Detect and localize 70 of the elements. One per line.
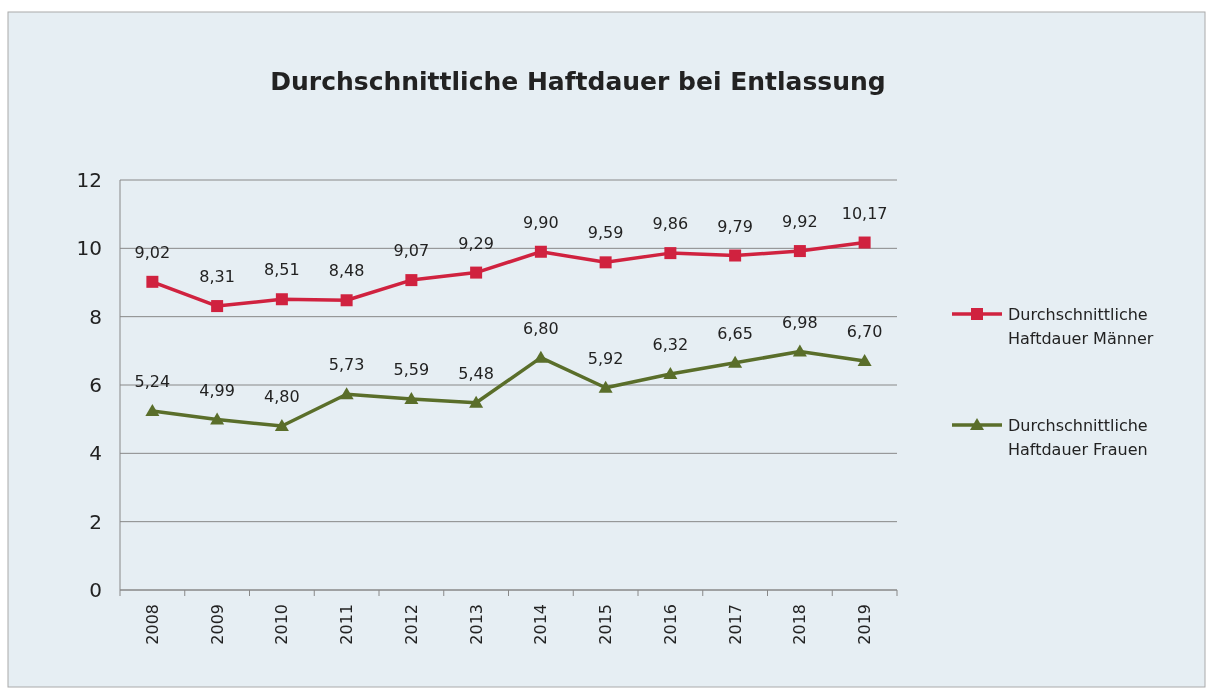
point: [405, 274, 418, 287]
x-tick-label: 2013: [466, 604, 486, 645]
point: [793, 245, 806, 258]
data-label: 5,59: [393, 360, 430, 380]
point: [274, 419, 289, 431]
point: [858, 236, 871, 249]
data-label: 6,65: [717, 323, 753, 343]
x-tick-label: 2019: [855, 604, 875, 645]
data-label: 8,48: [328, 261, 365, 281]
data-label: 8,31: [199, 267, 235, 287]
point: [469, 395, 484, 408]
point: [792, 344, 807, 357]
data-label: 5,73: [328, 355, 365, 375]
data-label: 9,07: [393, 241, 430, 261]
point: [275, 293, 288, 306]
x-tick-label: 2018: [790, 604, 810, 645]
data-label: 6,80: [523, 318, 559, 338]
point: [146, 275, 159, 288]
point: [728, 355, 743, 368]
data-label: 4,99: [199, 380, 235, 400]
legend-label: Durchschnittliche Haftdauer Männer: [1008, 304, 1154, 348]
data-label: 5,24: [134, 371, 171, 391]
point: [210, 412, 225, 425]
x-tick-label: 2016: [660, 604, 680, 645]
legend-label: Durchschnittliche Haftdauer Frauen: [1008, 415, 1148, 459]
x-tick-label: 2012: [401, 604, 421, 645]
point: [533, 350, 548, 363]
point: [404, 392, 419, 405]
point: [339, 387, 354, 400]
data-label: 6,70: [846, 322, 883, 342]
point: [470, 266, 483, 279]
y-tick-label: 4: [89, 441, 102, 466]
point: [340, 294, 353, 307]
y-tick-label: 6: [89, 373, 102, 397]
point: [534, 245, 547, 258]
x-tick-label: 2008: [142, 604, 162, 645]
chart-title: Durchschnittliche Haftdauer bei Entlassung: [270, 67, 886, 96]
data-label: 6,98: [782, 312, 818, 332]
data-label: 9,59: [587, 223, 624, 243]
data-label: 9,92: [782, 212, 818, 232]
data-label: 9,02: [134, 242, 171, 262]
y-tick-label: 10: [76, 236, 102, 261]
x-tick-label: 2015: [596, 604, 616, 645]
y-tick-label: 8: [89, 304, 102, 329]
x-tick-label: 2009: [207, 604, 227, 645]
data-label: 10,17: [841, 203, 888, 223]
y-tick-label: 2: [89, 509, 102, 534]
point: [145, 403, 160, 416]
y-tick-label: 12: [76, 168, 102, 192]
data-label: 5,48: [458, 363, 494, 383]
y-tick-label: 0: [89, 578, 102, 602]
point: [211, 300, 224, 313]
point: [599, 256, 612, 269]
data-label: 4,80: [264, 387, 300, 406]
x-tick-label: 2017: [725, 604, 745, 645]
data-label: 6,32: [652, 335, 689, 355]
point: [664, 247, 677, 260]
point: [598, 380, 613, 393]
point: [857, 354, 872, 367]
data-label: 9,79: [717, 216, 753, 236]
data-label: 9,86: [652, 214, 689, 234]
point: [729, 249, 742, 262]
data-label: 9,90: [523, 212, 559, 232]
data-label: 5,92: [587, 348, 624, 368]
x-tick-label: 2014: [531, 604, 551, 645]
data-label: 9,29: [458, 233, 494, 253]
x-tick-label: 2010: [272, 604, 292, 645]
x-tick-label: 2011: [337, 604, 357, 645]
data-label: 8,51: [264, 260, 300, 280]
point: [663, 367, 678, 380]
